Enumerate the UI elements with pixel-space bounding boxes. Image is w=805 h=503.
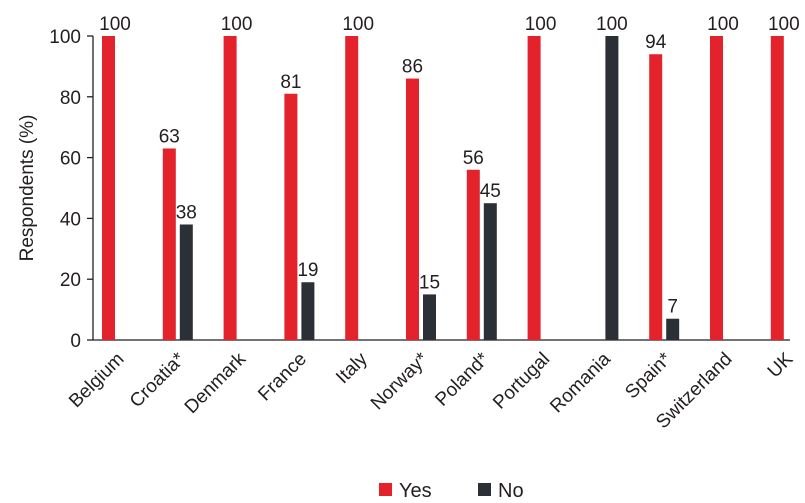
y-axis-label: Respondents (%) [17, 115, 38, 262]
y-tick-label: 80 [60, 88, 81, 109]
bar-no [666, 318, 680, 340]
y-tick-label: 60 [60, 149, 81, 170]
data-label: 100 [221, 14, 253, 35]
bar-no [483, 203, 497, 340]
bar-no [179, 224, 193, 340]
data-label: 86 [402, 57, 423, 78]
y-tick-label: 40 [60, 209, 81, 230]
data-label: 45 [480, 181, 501, 202]
y-axis: 0 20 40 60 80 100 [49, 27, 790, 352]
data-label: 100 [768, 14, 800, 35]
legend: Yes No [379, 480, 524, 502]
x-tick-label: Poland* [431, 348, 493, 410]
data-label: 100 [342, 14, 374, 35]
bar-yes [710, 36, 723, 340]
y-tick-label: 0 [70, 331, 81, 352]
data-label: 15 [419, 272, 440, 293]
data-label: 100 [525, 14, 557, 35]
x-tick-label: Romania [546, 348, 615, 417]
bar-yes [102, 36, 115, 340]
legend-swatch-yes [379, 483, 392, 496]
bar-yes [466, 169, 480, 340]
data-label: 100 [596, 14, 628, 35]
data-label: 100 [707, 14, 739, 35]
bar-no [423, 294, 436, 340]
bar-yes [345, 36, 359, 340]
data-label: 100 [99, 14, 131, 35]
bar-no [301, 282, 315, 340]
y-tick-label: 20 [60, 270, 81, 291]
value-labels: 100 63 100 81 100 86 56 100 94 100 100 38 19 15 45 100 7 [99, 14, 800, 318]
bar-yes [162, 148, 176, 340]
data-label: 56 [463, 148, 484, 169]
x-tick-label: Denmark [181, 348, 251, 418]
bar-yes [284, 93, 298, 340]
data-label: 63 [159, 126, 180, 147]
legend-label-no: No [498, 480, 524, 502]
bar-yes [527, 36, 541, 340]
x-tick-label: Spain* [621, 348, 676, 403]
x-tick-label: Belgium [65, 349, 128, 412]
x-tick-label: Portugal [489, 349, 554, 414]
x-tick-label: UK [764, 348, 798, 382]
data-label: 38 [176, 202, 197, 223]
data-label: 94 [645, 32, 667, 53]
data-label: 7 [667, 297, 678, 318]
bar-yes [223, 36, 237, 340]
x-tick-label: France [254, 349, 311, 406]
x-tick-label: Norway* [367, 348, 433, 414]
bars [102, 36, 784, 341]
x-tick-label: Italy [332, 348, 372, 388]
data-label: 19 [297, 260, 318, 281]
legend-swatch-no [478, 483, 491, 496]
bar-yes [770, 36, 784, 340]
bar-yes [406, 78, 419, 340]
bar-no [605, 36, 619, 340]
data-label: 81 [280, 72, 301, 93]
bar-yes [649, 54, 663, 341]
y-tick-label: 100 [49, 27, 81, 48]
legend-label-yes: Yes [399, 480, 432, 502]
